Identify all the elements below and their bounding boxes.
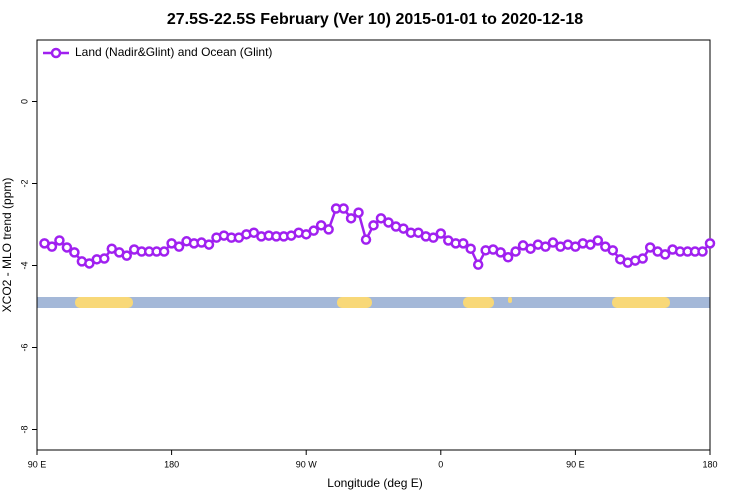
- x-tick-label: 90 W: [296, 459, 318, 469]
- land-ocean-strip: [37, 297, 710, 308]
- data-point: [547, 237, 559, 248]
- data-point: [637, 253, 648, 264]
- y-tick-label: -8: [19, 425, 29, 433]
- data-point: [659, 249, 671, 260]
- legend-label: Land (Nadir&Glint) and Ocean (Glint): [75, 45, 272, 59]
- data-point: [173, 241, 185, 252]
- data-point: [540, 241, 551, 252]
- x-tick-label: 180: [702, 459, 717, 469]
- ocean-strip: [37, 297, 710, 308]
- data-point: [158, 246, 170, 257]
- data-point: [308, 225, 319, 236]
- data-point: [495, 247, 506, 258]
- x-axis-label: Longitude (deg E): [327, 476, 422, 490]
- x-tick-label: 0: [438, 459, 443, 469]
- data-point: [585, 239, 596, 250]
- land-strip: [463, 297, 494, 308]
- x-tick-label: 90 E: [28, 459, 47, 469]
- data-point: [54, 235, 65, 246]
- data-point: [353, 207, 364, 218]
- data-point: [383, 217, 394, 228]
- y-tick-label: 0: [19, 99, 29, 104]
- data-point: [465, 243, 476, 254]
- y-tick-label: -6: [19, 343, 29, 351]
- data-point: [338, 203, 349, 214]
- data-point: [46, 241, 58, 252]
- data-point: [315, 220, 327, 231]
- data-point: [323, 224, 334, 235]
- data-point: [84, 258, 95, 269]
- data-point: [510, 246, 521, 257]
- chart-title: 27.5S-22.5S February (Ver 10) 2015-01-01…: [167, 11, 583, 28]
- data-point: [398, 223, 409, 234]
- data-point: [203, 239, 215, 250]
- data-point: [472, 259, 484, 270]
- data-point: [457, 238, 469, 249]
- data-point: [375, 213, 387, 224]
- data-point: [428, 232, 439, 243]
- land-strip: [337, 297, 372, 308]
- land-strip: [612, 297, 670, 308]
- data-point: [592, 235, 604, 246]
- data-point: [644, 242, 656, 253]
- land-strip: [508, 297, 512, 303]
- data-point: [360, 234, 372, 245]
- data-point: [502, 252, 514, 263]
- data-point: [525, 243, 536, 254]
- data-point: [99, 253, 110, 264]
- data-point: [697, 246, 708, 257]
- data-point: [69, 247, 80, 258]
- data-point: [704, 238, 716, 249]
- data-point: [368, 220, 379, 231]
- data-point: [61, 242, 73, 253]
- y-tick-label: -4: [19, 261, 29, 269]
- y-axis-label: XCO2 - MLO trend (ppm): [0, 178, 14, 313]
- x-tick-label: 180: [164, 459, 179, 469]
- legend-marker: [50, 47, 62, 59]
- data-point: [121, 250, 132, 261]
- data-point: [345, 213, 357, 224]
- data-point: [607, 245, 619, 256]
- data-point: [435, 228, 447, 239]
- land-strip: [75, 297, 133, 308]
- y-tick-label: -2: [19, 179, 29, 187]
- x-tick-label: 90 E: [566, 459, 585, 469]
